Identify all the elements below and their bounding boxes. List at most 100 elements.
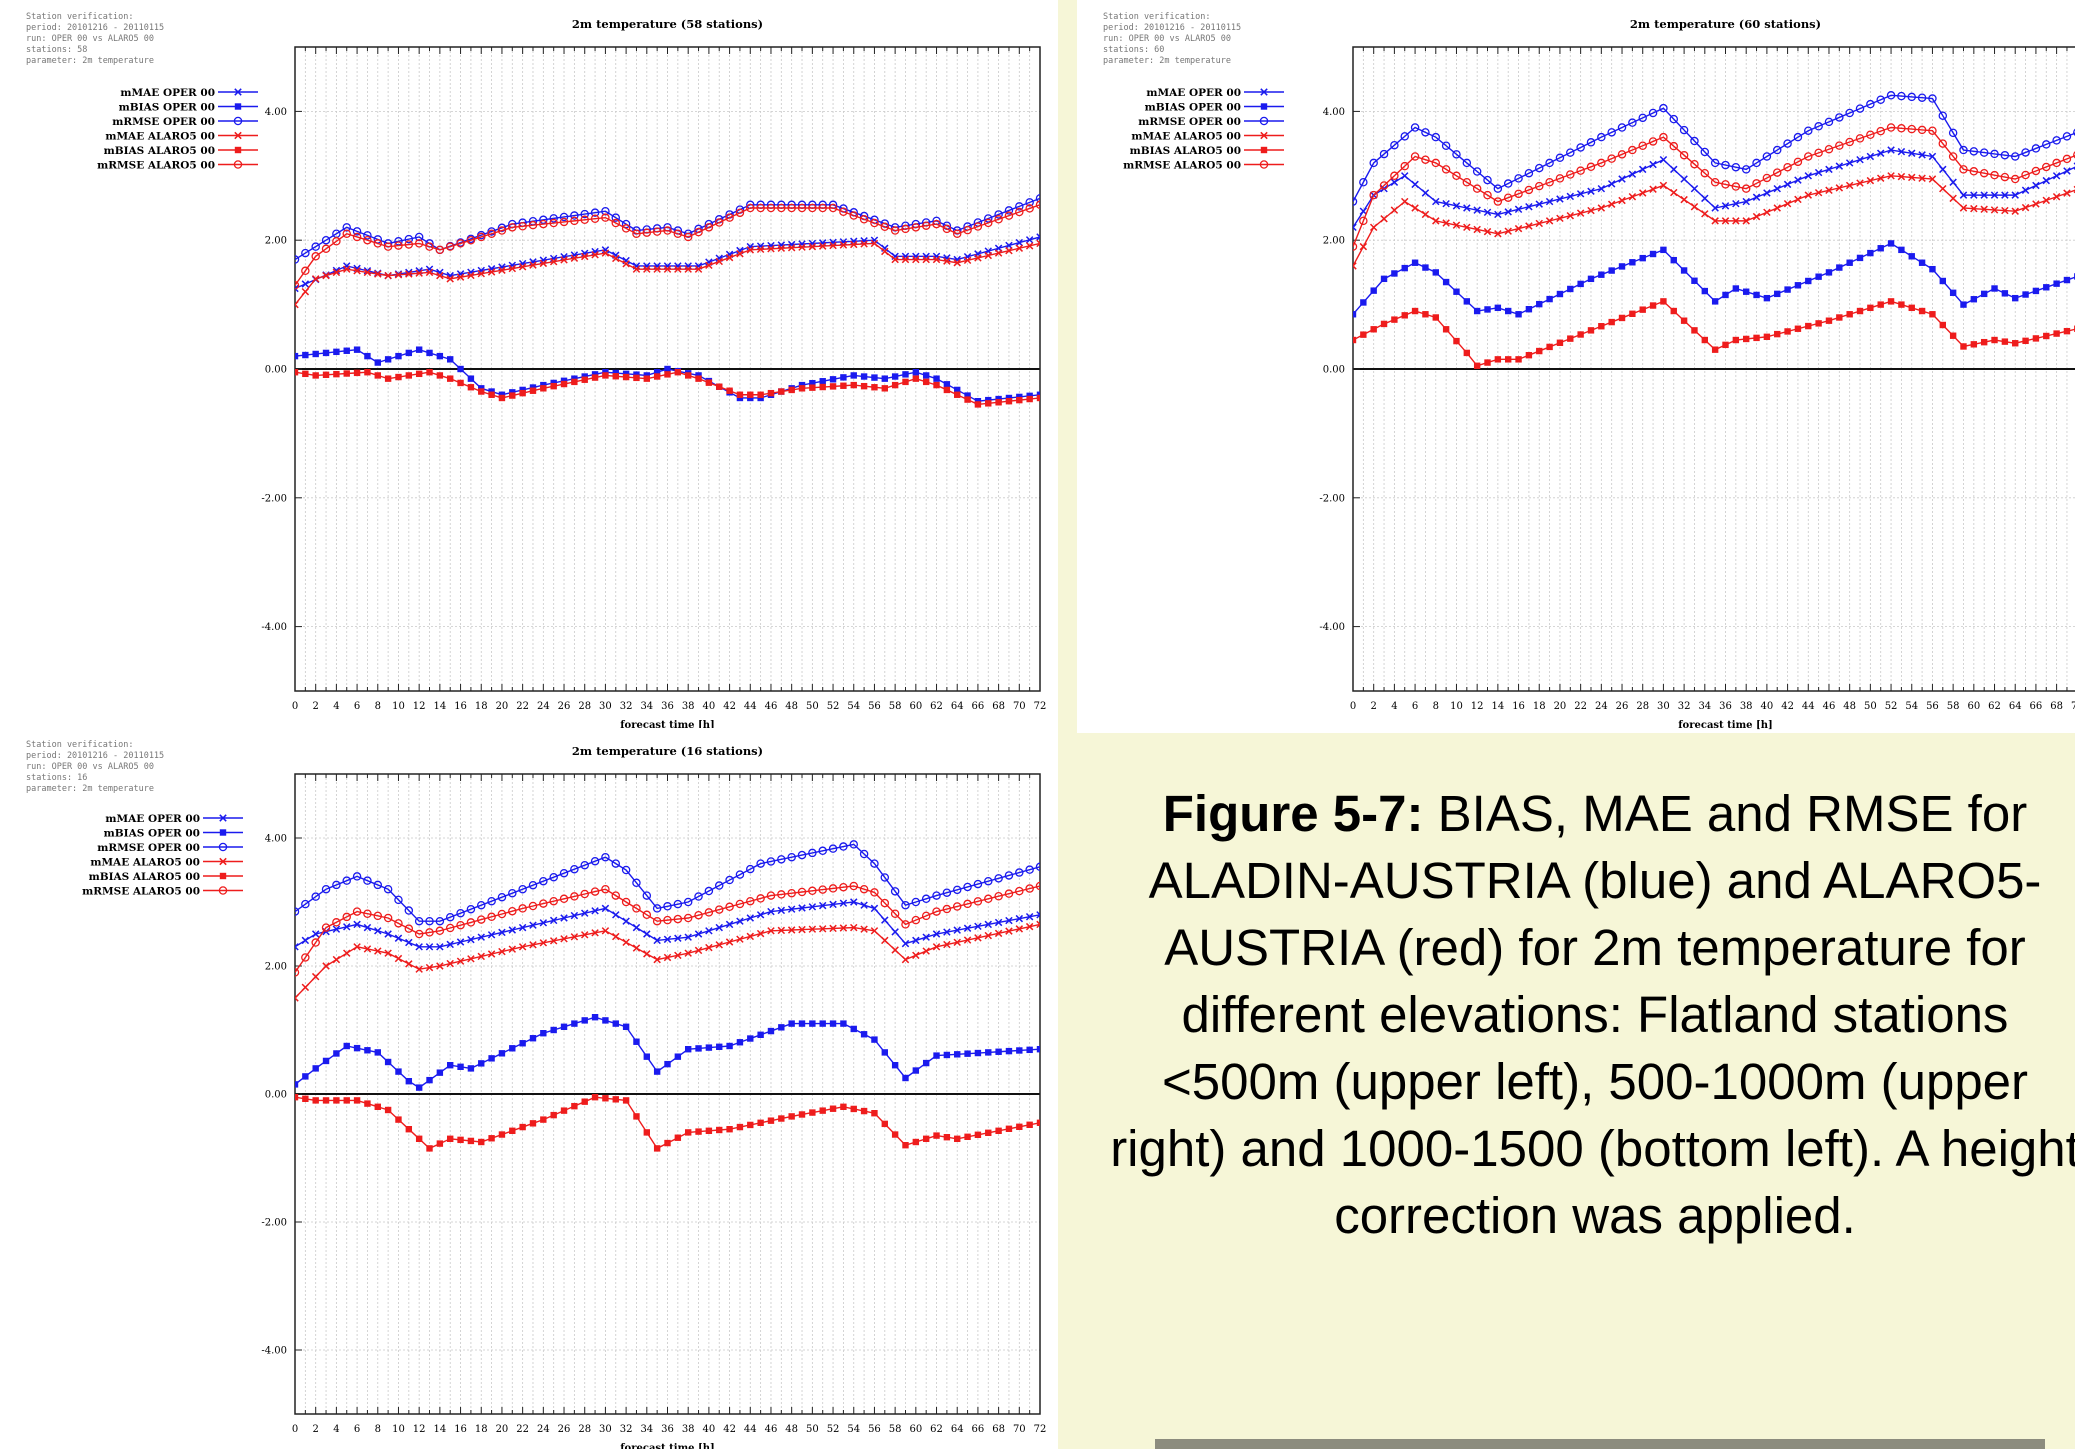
data-point <box>302 370 309 378</box>
data-point <box>746 864 755 874</box>
data-point <box>964 1050 971 1057</box>
data-point <box>1259 116 1269 126</box>
data-point <box>1259 160 1269 169</box>
x-tick-label: 18 <box>475 701 488 712</box>
data-point <box>1483 208 1492 217</box>
legend-label: mRMSE OPER 00 <box>112 116 215 128</box>
x-tick-label: 8 <box>375 1424 381 1435</box>
legend-label: mMAE ALARO5 00 <box>1131 131 1241 143</box>
data-point <box>1035 200 1040 210</box>
data-point <box>726 1126 733 1133</box>
data-point <box>436 372 444 379</box>
data-point <box>829 383 837 390</box>
data-point <box>911 223 921 232</box>
data-point <box>622 373 630 381</box>
x-tick-label: 16 <box>454 701 467 712</box>
x-tick-label: 56 <box>868 701 881 712</box>
data-point <box>840 1103 847 1110</box>
data-point <box>1005 246 1013 255</box>
y-tick-label: -2.00 <box>261 493 287 504</box>
data-point <box>1494 304 1502 312</box>
data-point <box>580 889 589 899</box>
data-point <box>571 1102 578 1110</box>
data-point <box>767 389 775 397</box>
data-point <box>1566 148 1575 157</box>
x-tick-label: 28 <box>578 701 591 712</box>
x-tick-label: 72 <box>1034 701 1047 712</box>
data-point <box>1025 198 1034 207</box>
x-tick-label: 64 <box>951 1424 964 1435</box>
x-tick-label: 30 <box>599 1424 612 1435</box>
data-point <box>321 884 331 894</box>
data-point <box>1793 157 1803 167</box>
data-point <box>580 909 589 917</box>
data-point <box>1629 310 1636 317</box>
data-point <box>478 1138 485 1146</box>
data-point <box>901 955 910 964</box>
data-point <box>1380 275 1388 283</box>
data-point <box>363 945 372 953</box>
x-tick-label: 70 <box>1013 701 1026 712</box>
data-point <box>508 264 517 273</box>
data-point <box>994 215 1003 224</box>
data-point <box>498 391 506 398</box>
data-point <box>1016 393 1023 401</box>
data-point <box>1536 300 1543 308</box>
data-point <box>529 921 537 929</box>
data-point <box>1025 922 1034 931</box>
data-point <box>2053 280 2060 287</box>
data-point <box>1731 162 1741 172</box>
data-point <box>1431 158 1441 168</box>
data-point <box>1535 200 1543 208</box>
x-tick-label: 52 <box>1885 701 1898 712</box>
x-tick-label: 32 <box>620 701 633 712</box>
x-tick-label: 38 <box>1740 701 1753 712</box>
data-point <box>901 224 910 234</box>
data-point <box>943 928 951 936</box>
data-point <box>653 369 661 376</box>
data-point <box>295 994 299 1002</box>
data-point <box>840 382 847 389</box>
x-tick-label: 32 <box>620 1424 633 1435</box>
data-point <box>394 271 403 279</box>
data-point <box>466 235 476 245</box>
data-point <box>652 227 662 236</box>
data-point <box>809 1109 816 1116</box>
meta-line: Station verification: <box>1103 12 1211 22</box>
data-point <box>1835 184 1844 192</box>
data-point <box>1814 148 1823 158</box>
data-point <box>756 203 765 213</box>
data-point <box>601 206 610 216</box>
data-point <box>1876 149 1885 157</box>
data-point <box>777 890 786 899</box>
x-tick-label: 12 <box>413 1424 426 1435</box>
x-tick-label: 28 <box>578 1424 591 1435</box>
data-point <box>1908 253 1915 260</box>
series-mrmse-alaro5-00 <box>295 881 1040 977</box>
data-point <box>1649 160 1657 169</box>
data-point <box>311 938 320 947</box>
data-point <box>839 241 848 249</box>
data-point <box>809 384 816 391</box>
data-point <box>425 916 434 926</box>
data-point <box>1607 154 1616 163</box>
data-point <box>1897 124 1906 133</box>
data-point <box>1473 307 1481 315</box>
x-tick-label: 36 <box>661 1424 674 1435</box>
data-point <box>1421 210 1430 219</box>
x-tick-label: 14 <box>433 1424 446 1435</box>
data-point <box>963 225 972 235</box>
data-point <box>1866 176 1875 185</box>
data-point <box>446 940 454 949</box>
data-point <box>1536 347 1543 355</box>
data-point <box>1597 132 1606 142</box>
data-point <box>1005 1125 1013 1132</box>
data-point <box>963 882 972 892</box>
data-point <box>1742 335 1750 343</box>
data-point <box>1260 131 1268 140</box>
data-point <box>312 1065 319 1072</box>
x-tick-label: 68 <box>992 701 1005 712</box>
data-point <box>1928 152 1937 161</box>
data-point <box>725 253 734 262</box>
data-point <box>219 857 227 866</box>
